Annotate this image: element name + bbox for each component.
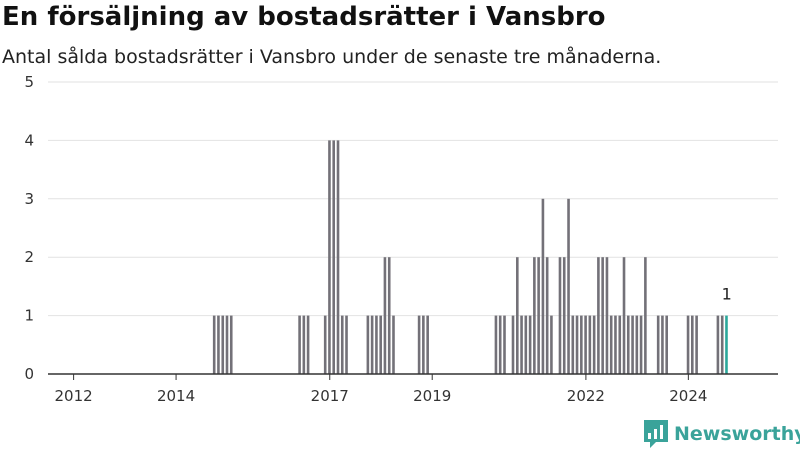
bar — [580, 315, 583, 374]
bar — [541, 198, 545, 374]
y-tick-label: 0 — [24, 365, 34, 383]
brand-name: Newsworthy — [674, 423, 800, 445]
y-tick-label: 2 — [24, 248, 34, 266]
bar — [575, 315, 579, 374]
x-tick-label: 2014 — [157, 387, 195, 405]
bar — [328, 140, 331, 374]
bar — [533, 257, 536, 374]
data-label: 1 — [722, 285, 732, 304]
y-tick-label: 3 — [24, 190, 34, 208]
bar — [375, 315, 378, 374]
y-tick-label: 4 — [24, 131, 34, 149]
bar — [631, 315, 634, 374]
newsworthy-logo: Newsworthy — [644, 420, 800, 448]
bar — [626, 315, 630, 374]
bar — [340, 315, 344, 374]
bar — [503, 315, 506, 374]
bar — [332, 140, 336, 374]
bar — [217, 315, 220, 374]
bar — [614, 315, 617, 374]
bar — [511, 315, 515, 374]
y-tick-label: 5 — [24, 73, 34, 91]
bar — [622, 257, 626, 374]
bar — [426, 315, 429, 374]
x-tick-label: 2019 — [413, 387, 451, 405]
chart-subtitle: Antal sålda bostadsrätter i Vansbro unde… — [2, 46, 662, 68]
bar — [605, 257, 609, 374]
bar — [588, 315, 592, 374]
bar — [494, 315, 498, 374]
bar — [644, 257, 647, 374]
bar — [392, 315, 395, 374]
bar — [562, 257, 566, 374]
chart-title: En försäljning av bostadsrätter i Vansbr… — [2, 2, 606, 32]
bar — [417, 315, 421, 374]
bar — [229, 315, 233, 374]
bar — [691, 315, 694, 374]
bar — [639, 315, 643, 374]
bar-highlight — [725, 315, 728, 374]
bar — [584, 315, 587, 374]
bar — [571, 315, 575, 374]
bar — [298, 315, 301, 374]
bar — [545, 257, 549, 374]
bar-chart: 0 1 2 3 4 5 1 2012 2014 2017 2019 2022 2024 — [24, 73, 778, 405]
bar — [618, 315, 622, 374]
bar — [661, 315, 664, 374]
bar — [366, 315, 370, 374]
bar — [656, 315, 660, 374]
bar — [601, 257, 604, 374]
bar — [597, 257, 600, 374]
bar — [567, 198, 570, 374]
bar — [520, 315, 523, 374]
bar — [422, 315, 425, 374]
x-tick-label: 2017 — [311, 387, 349, 405]
bar — [221, 315, 225, 374]
bar — [524, 315, 528, 374]
newsworthy-logo-icon — [644, 420, 668, 448]
bar — [558, 257, 562, 374]
bar — [212, 315, 216, 374]
x-tick-label: 2022 — [567, 387, 605, 405]
bar — [592, 315, 596, 374]
bar — [528, 315, 532, 374]
bar — [635, 315, 639, 374]
bar — [720, 315, 724, 374]
bar — [609, 315, 613, 374]
bar — [665, 315, 668, 374]
bar — [695, 315, 698, 374]
bar — [537, 257, 540, 374]
bar — [306, 315, 310, 374]
bar — [686, 315, 690, 374]
bar — [302, 315, 306, 374]
bar — [225, 315, 229, 374]
x-tick-label: 2024 — [669, 387, 707, 405]
x-tick-label: 2012 — [55, 387, 93, 405]
bar — [336, 140, 340, 374]
bar — [323, 315, 327, 374]
y-tick-label: 1 — [24, 307, 34, 325]
bar — [383, 257, 387, 374]
bar — [516, 257, 519, 374]
bar — [345, 315, 348, 374]
bar — [379, 315, 382, 374]
bar — [387, 257, 391, 374]
bar — [498, 315, 502, 374]
bar — [550, 315, 553, 374]
bar — [370, 315, 374, 374]
bar — [716, 315, 720, 374]
